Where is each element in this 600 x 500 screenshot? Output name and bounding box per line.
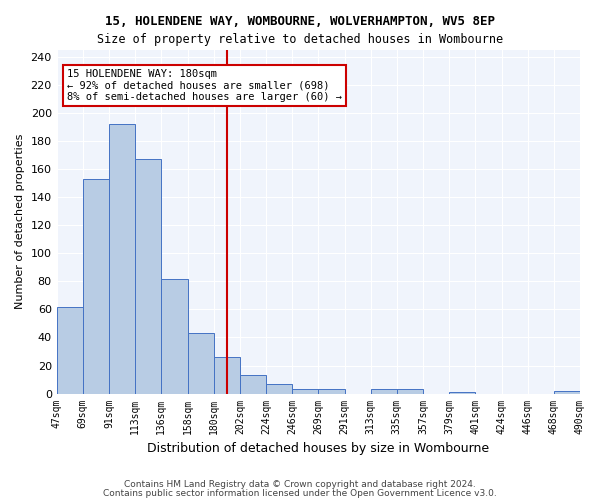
Bar [214, 357, 240, 394]
Text: Contains public sector information licensed under the Open Government Licence v3: Contains public sector information licen… [103, 488, 497, 498]
Bar [371, 390, 397, 394]
Bar [554, 391, 580, 394]
Bar [449, 392, 475, 394]
Text: Size of property relative to detached houses in Wombourne: Size of property relative to detached ho… [97, 32, 503, 46]
X-axis label: Distribution of detached houses by size in Wombourne: Distribution of detached houses by size … [147, 442, 490, 455]
Bar [187, 334, 214, 394]
Bar [397, 390, 423, 394]
Bar [109, 124, 135, 394]
Y-axis label: Number of detached properties: Number of detached properties [15, 134, 25, 310]
Bar [319, 390, 344, 394]
Bar [161, 278, 187, 394]
Bar [240, 376, 266, 394]
Bar [135, 160, 161, 394]
Text: Contains HM Land Registry data © Crown copyright and database right 2024.: Contains HM Land Registry data © Crown c… [124, 480, 476, 489]
Text: 15, HOLENDENE WAY, WOMBOURNE, WOLVERHAMPTON, WV5 8EP: 15, HOLENDENE WAY, WOMBOURNE, WOLVERHAMP… [105, 15, 495, 28]
Bar [266, 384, 292, 394]
Bar [83, 179, 109, 394]
Bar [56, 306, 83, 394]
Bar [292, 390, 319, 394]
Text: 15 HOLENDENE WAY: 180sqm
← 92% of detached houses are smaller (698)
8% of semi-d: 15 HOLENDENE WAY: 180sqm ← 92% of detach… [67, 69, 342, 102]
